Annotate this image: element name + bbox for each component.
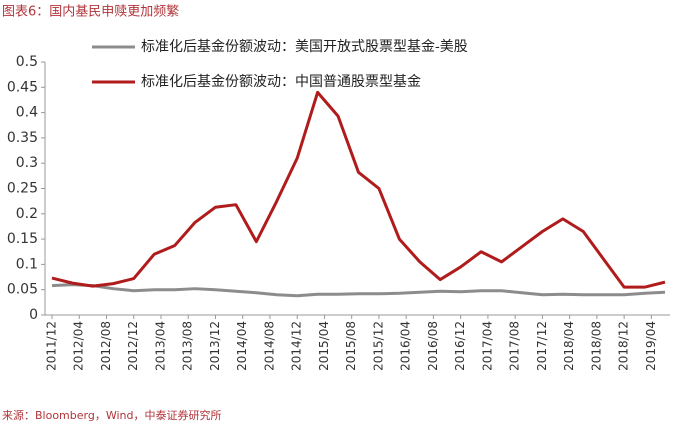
- source-note: 来源：Bloomberg，Wind，中泰证券研究所: [2, 408, 221, 422]
- series-line: [51, 283, 666, 298]
- x-tick-label: 2013/12: [208, 321, 222, 371]
- y-tick-label: 0.25: [7, 181, 38, 197]
- x-tick-label: 2014/12: [290, 321, 304, 371]
- y-tick-label: 0.45: [7, 79, 38, 95]
- y-tick-label: 0.05: [7, 282, 38, 298]
- x-tick-label: 2013/08: [181, 321, 195, 371]
- x-tick-label: 2014/04: [235, 321, 249, 371]
- x-tick-label: 2018/08: [589, 321, 603, 371]
- y-tick-label: 0.5: [16, 54, 38, 70]
- y-tick-label: 0.1: [16, 256, 38, 272]
- x-tick-label: 2016/04: [399, 321, 413, 371]
- y-tick-label: 0: [29, 307, 38, 323]
- x-tick-label: 2016/08: [426, 321, 440, 371]
- x-tick-label: 2013/04: [153, 321, 167, 371]
- x-tick-label: 2015/12: [371, 321, 385, 371]
- x-tick-label: 2015/04: [317, 321, 331, 371]
- y-tick-label: 0.3: [16, 155, 38, 171]
- x-tick-label: 2016/12: [453, 321, 467, 371]
- x-tick-label: 2017/04: [480, 321, 494, 371]
- y-tick-label: 0.2: [16, 206, 38, 222]
- legend-label: 标准化后基金份额波动：美国开放式股票型基金-美股: [141, 38, 468, 55]
- y-tick-label: 0.4: [16, 105, 38, 121]
- x-tick-label: 2018/04: [562, 321, 576, 371]
- x-tick-label: 2018/12: [617, 321, 631, 371]
- x-tick-label: 2011/12: [45, 321, 59, 371]
- y-tick-label: 0.35: [7, 130, 38, 146]
- chart-title: 图表6：国内基民申赎更加频繁: [2, 4, 179, 20]
- x-tick-label: 2012/04: [72, 321, 86, 371]
- x-tick-label: 2014/08: [262, 321, 276, 371]
- x-tick-label: 2017/08: [508, 321, 522, 371]
- legend-label: 标准化后基金份额波动：中国普通股票型基金: [141, 73, 421, 90]
- x-tick-label: 2017/12: [535, 321, 549, 371]
- x-tick-label: 2012/12: [126, 321, 140, 371]
- y-tick-label: 0.15: [7, 231, 38, 247]
- x-tick-label: 2012/08: [99, 321, 113, 371]
- x-tick-label: 2015/08: [344, 321, 358, 371]
- series-line: [51, 90, 666, 289]
- x-tick-label: 2019/04: [644, 321, 658, 371]
